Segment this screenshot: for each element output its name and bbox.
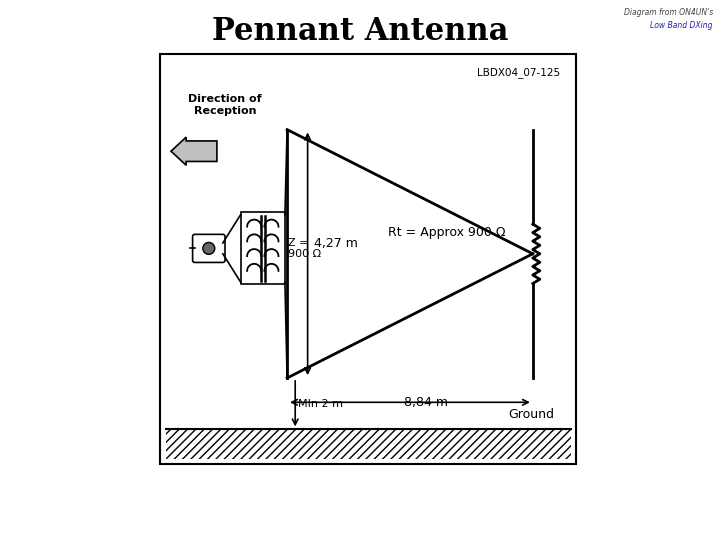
Text: 4,27 m: 4,27 m (314, 237, 358, 249)
Text: LBDX04_07-125: LBDX04_07-125 (477, 68, 560, 78)
Text: Z =
900 Ω: Z = 900 Ω (288, 238, 321, 259)
Bar (160, 54, 576, 464)
Text: MIn 2 m: MIn 2 m (298, 399, 343, 409)
Bar (166, 429, 571, 459)
Text: Ground: Ground (508, 408, 554, 421)
Bar (240, 212, 285, 285)
Text: Rt = Approx 900 Ω: Rt = Approx 900 Ω (388, 226, 505, 239)
Text: Low Band DXing: Low Band DXing (650, 21, 713, 30)
FancyBboxPatch shape (193, 234, 225, 262)
Text: Direction of
Reception: Direction of Reception (188, 94, 262, 116)
FancyArrow shape (171, 137, 217, 165)
Text: Pennant Antenna: Pennant Antenna (212, 16, 508, 47)
Circle shape (203, 242, 215, 254)
Text: 8,84 m: 8,84 m (404, 396, 448, 409)
Text: Diagram from ON4UN's: Diagram from ON4UN's (624, 8, 713, 17)
